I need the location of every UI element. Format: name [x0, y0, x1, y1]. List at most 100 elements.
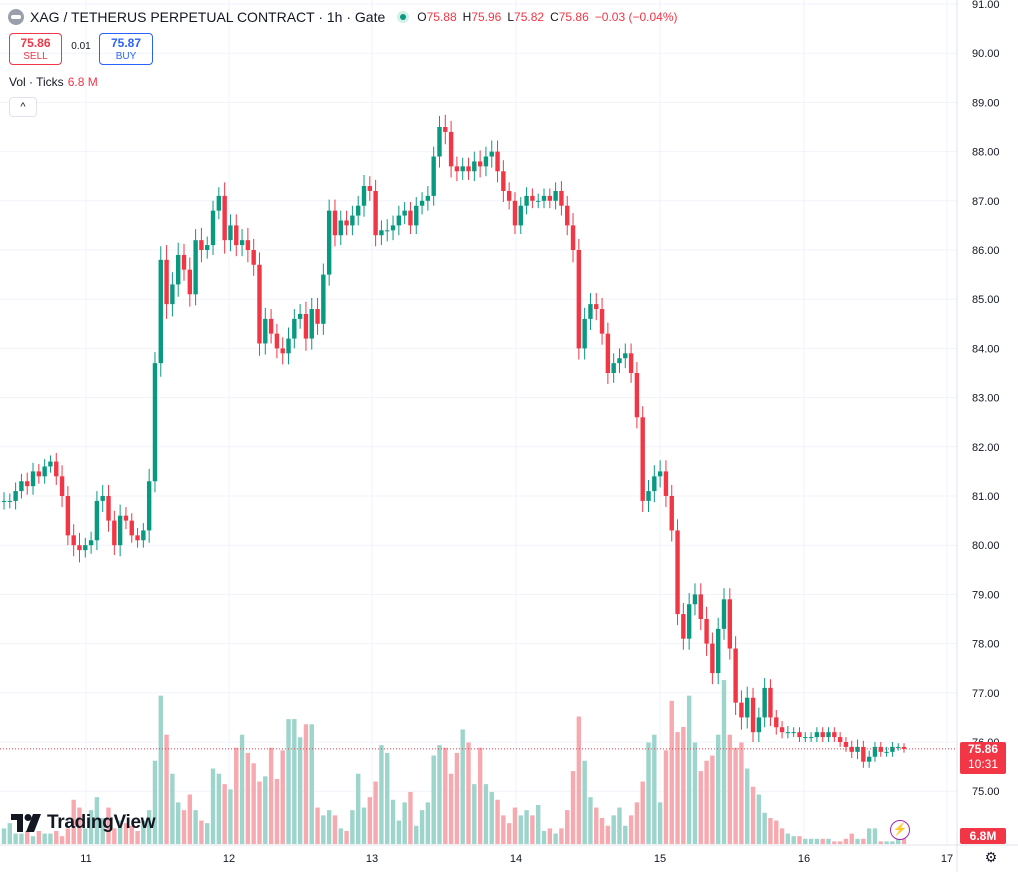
- volume-bar: [414, 825, 419, 844]
- candle-body: [721, 599, 727, 629]
- symbol-header[interactable]: XAG / TETHERUS PERPETUAL CONTRACT · 1h ·…: [8, 6, 678, 28]
- volume-bar: [634, 802, 640, 844]
- volume-bar: [686, 695, 692, 844]
- candle-body: [872, 746, 878, 757]
- volume-bar: [721, 680, 727, 844]
- candle-body: [698, 594, 703, 619]
- live-status-icon: [397, 11, 410, 23]
- volume-bar: [245, 752, 251, 844]
- lightning-icon[interactable]: ⚡: [890, 820, 910, 840]
- volume-bar: [94, 797, 100, 844]
- candle-body: [489, 151, 494, 157]
- volume-bar: [547, 828, 553, 844]
- candle-body: [146, 481, 152, 531]
- volume-bar: [71, 799, 76, 844]
- volume-bar: [501, 815, 506, 844]
- volume-bar: [36, 830, 42, 844]
- candle-body: [797, 732, 802, 738]
- volume-bar: [582, 760, 587, 844]
- volume-bar: [756, 794, 762, 844]
- volume-bar: [7, 823, 13, 844]
- candle-body: [332, 210, 338, 236]
- volume-tag: 6.8M: [960, 828, 1006, 844]
- volume-bar: [146, 810, 152, 844]
- volume-bar: [518, 815, 523, 844]
- volume-bar: [861, 838, 866, 844]
- candle-body: [350, 215, 355, 226]
- volume-bar: [280, 750, 285, 844]
- tradingview-logo[interactable]: TradingView: [11, 812, 156, 834]
- gear-icon[interactable]: ⚙: [984, 849, 998, 865]
- candle-body: [437, 127, 442, 157]
- candle-body: [477, 161, 483, 167]
- volume-bar: [617, 807, 622, 844]
- price-axis-label: 88.00: [972, 147, 1000, 159]
- sell-button[interactable]: 75.86 SELL: [9, 33, 62, 65]
- price-axis-label: 87.00: [972, 196, 1000, 208]
- volume-bar: [657, 802, 663, 844]
- candle-body: [431, 156, 436, 196]
- candle-body: [472, 161, 477, 172]
- volume-bar: [454, 752, 460, 844]
- volume-bar: [768, 817, 773, 844]
- volume-bar: [106, 807, 111, 844]
- volume-bar: [530, 815, 535, 844]
- volume-bar: [750, 786, 756, 844]
- volume-bar: [193, 810, 198, 844]
- candle-body: [106, 496, 111, 521]
- candle-body: [710, 643, 715, 674]
- volume-bar: [553, 833, 558, 844]
- candle-body: [843, 742, 849, 747]
- candle-body: [727, 599, 733, 649]
- volume-bar: [181, 810, 187, 844]
- candle-body: [379, 230, 384, 236]
- volume-bar: [762, 812, 767, 844]
- candle-body: [309, 309, 314, 339]
- volume-bar: [733, 747, 738, 844]
- candle-body: [1, 500, 7, 502]
- chevron-up-icon[interactable]: ^: [9, 97, 37, 117]
- candle-body: [210, 210, 216, 246]
- candle-body: [611, 363, 616, 373]
- volume-bar: [623, 825, 628, 844]
- volume-bar: [884, 841, 889, 844]
- candle-body: [65, 496, 71, 536]
- volume-bar: [205, 823, 210, 844]
- candle-body: [390, 225, 396, 231]
- candle-body: [25, 481, 30, 487]
- volume-bar: [814, 838, 820, 844]
- volume-bar: [559, 828, 564, 844]
- time-axis-label: 12: [223, 853, 235, 865]
- volume-bar: [524, 810, 529, 844]
- volume-bar: [855, 838, 860, 844]
- volume-bar: [100, 817, 105, 844]
- volume-bar: [628, 815, 634, 844]
- candle-body: [175, 254, 181, 285]
- volume-bar: [611, 815, 616, 844]
- volume-bar: [216, 773, 222, 844]
- volume-bar: [588, 797, 593, 844]
- price-axis-label: 85.00: [972, 294, 1000, 306]
- candle-body: [832, 732, 837, 738]
- volume-bar: [704, 760, 709, 844]
- candle-body: [901, 746, 907, 749]
- volume-bar: [605, 825, 611, 844]
- buy-button[interactable]: 75.87 BUY: [99, 33, 153, 65]
- volume-bar: [228, 789, 233, 844]
- candle-body: [756, 717, 762, 733]
- candle-body: [292, 318, 297, 339]
- symbol-title[interactable]: XAG / TETHERUS PERPETUAL CONTRACT · 1h ·…: [30, 9, 386, 25]
- volume-legend[interactable]: Vol · Ticks 6.8 M: [9, 75, 98, 89]
- candle-body: [239, 240, 245, 246]
- buy-price: 75.87: [110, 36, 142, 50]
- volume-bar: [175, 802, 181, 844]
- candle-body: [338, 220, 343, 236]
- candle-body: [7, 500, 13, 502]
- volume-bar: [872, 828, 878, 844]
- volume-bar: [576, 716, 582, 844]
- time-axis-label: 15: [654, 853, 666, 865]
- candle-body: [634, 373, 640, 418]
- volume-bar: [669, 700, 674, 844]
- volume-bar: [309, 724, 314, 844]
